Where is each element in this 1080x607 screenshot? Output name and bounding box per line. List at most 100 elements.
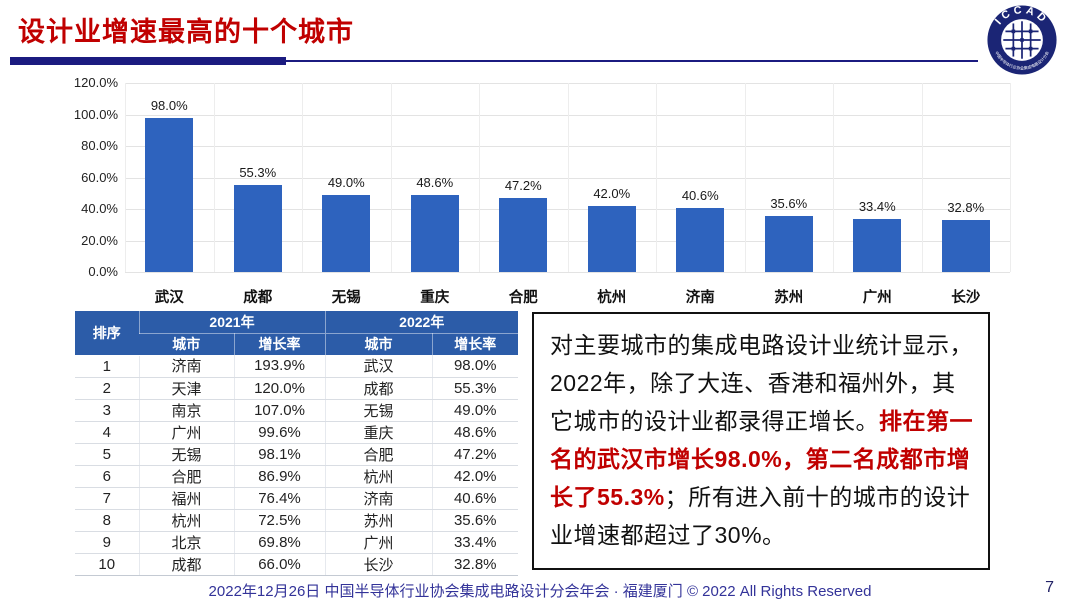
growth-cell: 107.0% <box>233 399 325 422</box>
growth-cell: 193.9% <box>233 355 325 378</box>
growth-bar-chart: 120.0% 100.0% 80.0% 60.0% 40.0% 20.0% 0.0% 98.0… <box>0 70 1080 310</box>
bar-value-label: 40.6% <box>681 188 719 204</box>
city-cell: 长沙 <box>324 553 432 576</box>
growth-cell: 33.4% <box>431 531 518 554</box>
growth-cell: 40.6% <box>431 487 518 510</box>
growth-cell: 72.5% <box>233 509 325 532</box>
y-axis-tick-label: 0.0% <box>88 264 118 279</box>
x-axis-category-label: 杭州 <box>597 290 627 306</box>
growth-cell: 42.0% <box>431 465 518 488</box>
gridline-vertical <box>479 83 480 272</box>
city-cell: 杭州 <box>138 509 234 532</box>
growth-cell: 48.6% <box>431 421 518 444</box>
gridline-vertical <box>921 83 923 272</box>
bar-济南[interactable] <box>676 208 725 272</box>
col-header-2022: 2022年 <box>324 311 518 334</box>
table-row: 2 天津 120.0% 成都 55.3% <box>75 377 518 400</box>
bar-value-label: 35.6% <box>770 195 808 211</box>
growth-cell: 69.8% <box>233 531 325 554</box>
rank-cell: 3 <box>75 399 139 422</box>
city-cell: 武汉 <box>324 355 432 378</box>
title-underline-thin <box>286 60 978 62</box>
city-cell: 苏州 <box>324 509 432 532</box>
growth-cell: 98.0% <box>431 355 518 378</box>
gridline-vertical <box>656 83 657 272</box>
growth-cell: 120.0% <box>233 377 325 400</box>
title-underline-thick <box>10 57 286 65</box>
rank-cell: 4 <box>75 421 139 444</box>
rank-cell: 6 <box>75 465 139 488</box>
gridline-vertical <box>1010 83 1011 272</box>
bar-无锡[interactable] <box>322 194 371 272</box>
growth-cell: 76.4% <box>233 487 325 510</box>
note-text: ；所有进入前十的城市的设计业增速都超过了30%。 <box>550 484 971 548</box>
iccad-logo-icon: ICCAD 中国半导体行业协会集成电路设计分会 <box>987 4 1057 75</box>
x-axis-category-label: 苏州 <box>774 290 804 306</box>
bar-杭州[interactable] <box>587 205 636 272</box>
footer-text: 2022年12月26日 中国半导体行业协会集成电路设计分会年会 · 福建厦门 ©… <box>208 583 872 600</box>
bar-合肥[interactable] <box>499 197 548 272</box>
bar-广州[interactable] <box>853 219 902 272</box>
y-axis-tick-label: 40.0% <box>81 201 118 216</box>
iccad-logo: ICCAD 中国半导体行业协会集成电路设计分会 <box>986 4 1058 76</box>
x-axis-category-label: 长沙 <box>951 290 981 306</box>
city-cell: 天津 <box>138 377 234 400</box>
page-title: 设计业增速最高的十个城市 <box>18 17 354 47</box>
y-axis-tick-label: 80.0% <box>81 138 118 153</box>
city-cell: 合肥 <box>138 465 234 488</box>
gridline-vertical <box>567 83 569 272</box>
x-axis-category-label: 武汉 <box>154 290 184 306</box>
city-cell: 无锡 <box>138 443 234 466</box>
city-cell: 福州 <box>138 487 234 510</box>
bar-value-label: 49.0% <box>327 174 365 190</box>
note-emphasis-text: 排在第一名的武汉市增长98.0%，第二名成都市增长了55.3% <box>550 408 973 510</box>
growth-cell: 35.6% <box>431 509 518 532</box>
table-row: 3 南京 107.0% 无锡 49.0% <box>75 399 518 422</box>
gridline-vertical <box>213 83 215 272</box>
growth-cell: 47.2% <box>431 443 518 466</box>
growth-cell: 98.1% <box>233 443 325 466</box>
bar-value-label: 55.3% <box>239 164 277 180</box>
city-cell: 合肥 <box>324 443 432 466</box>
x-axis-category-label: 成都 <box>243 290 273 306</box>
rank-cell: 2 <box>75 377 139 400</box>
bar-长沙[interactable] <box>941 220 990 272</box>
gridline-vertical <box>302 83 303 272</box>
col-header-2021: 2021年 <box>138 311 325 334</box>
col-header-city-2021: 城市 <box>139 333 234 355</box>
city-cell: 济南 <box>324 487 432 510</box>
y-axis-tick-label: 100.0% <box>73 106 118 122</box>
table-row: 4 广州 99.6% 重庆 48.6% <box>75 421 518 444</box>
rank-cell: 9 <box>75 531 139 554</box>
col-header-city-2022: 城市 <box>324 333 432 355</box>
table-row: 10 成都 66.0% 长沙 32.8% <box>75 553 518 576</box>
bar-重庆[interactable] <box>410 195 459 272</box>
city-cell: 杭州 <box>324 465 432 488</box>
bar-苏州[interactable] <box>764 215 813 272</box>
bar-value-label: 47.2% <box>504 177 542 193</box>
rank-cell: 1 <box>75 355 139 378</box>
city-cell: 重庆 <box>324 421 432 444</box>
table-row: 8 杭州 72.5% 苏州 35.6% <box>75 509 518 532</box>
y-axis-tick-label: 60.0% <box>81 169 118 185</box>
col-header-growth-2022: 增长率 <box>431 333 518 355</box>
growth-cell: 86.9% <box>233 465 325 488</box>
city-cell: 成都 <box>138 553 234 576</box>
rank-cell: 5 <box>75 443 139 466</box>
col-header-rank: 排序 <box>75 311 139 356</box>
table-row: 6 合肥 86.9% 杭州 42.0% <box>75 465 518 488</box>
gridline-vertical <box>125 83 126 272</box>
table-row: 9 北京 69.8% 广州 33.4% <box>75 531 518 554</box>
y-axis-tick-label: 20.0% <box>81 232 118 248</box>
growth-cell: 66.0% <box>233 553 325 576</box>
bar-value-label: 32.8% <box>947 200 985 216</box>
bar-成都[interactable] <box>233 184 282 272</box>
x-axis-category-label: 合肥 <box>508 290 538 306</box>
city-cell: 济南 <box>138 355 234 378</box>
city-cell: 无锡 <box>324 399 432 422</box>
city-cell: 广州 <box>324 531 432 554</box>
gridline-vertical <box>744 83 746 272</box>
bar-武汉[interactable] <box>145 117 194 272</box>
note-text: 对主要城市的集成电路设计业统计显示，2022年，除了大连、香港和福州外，其它城市… <box>550 332 973 434</box>
